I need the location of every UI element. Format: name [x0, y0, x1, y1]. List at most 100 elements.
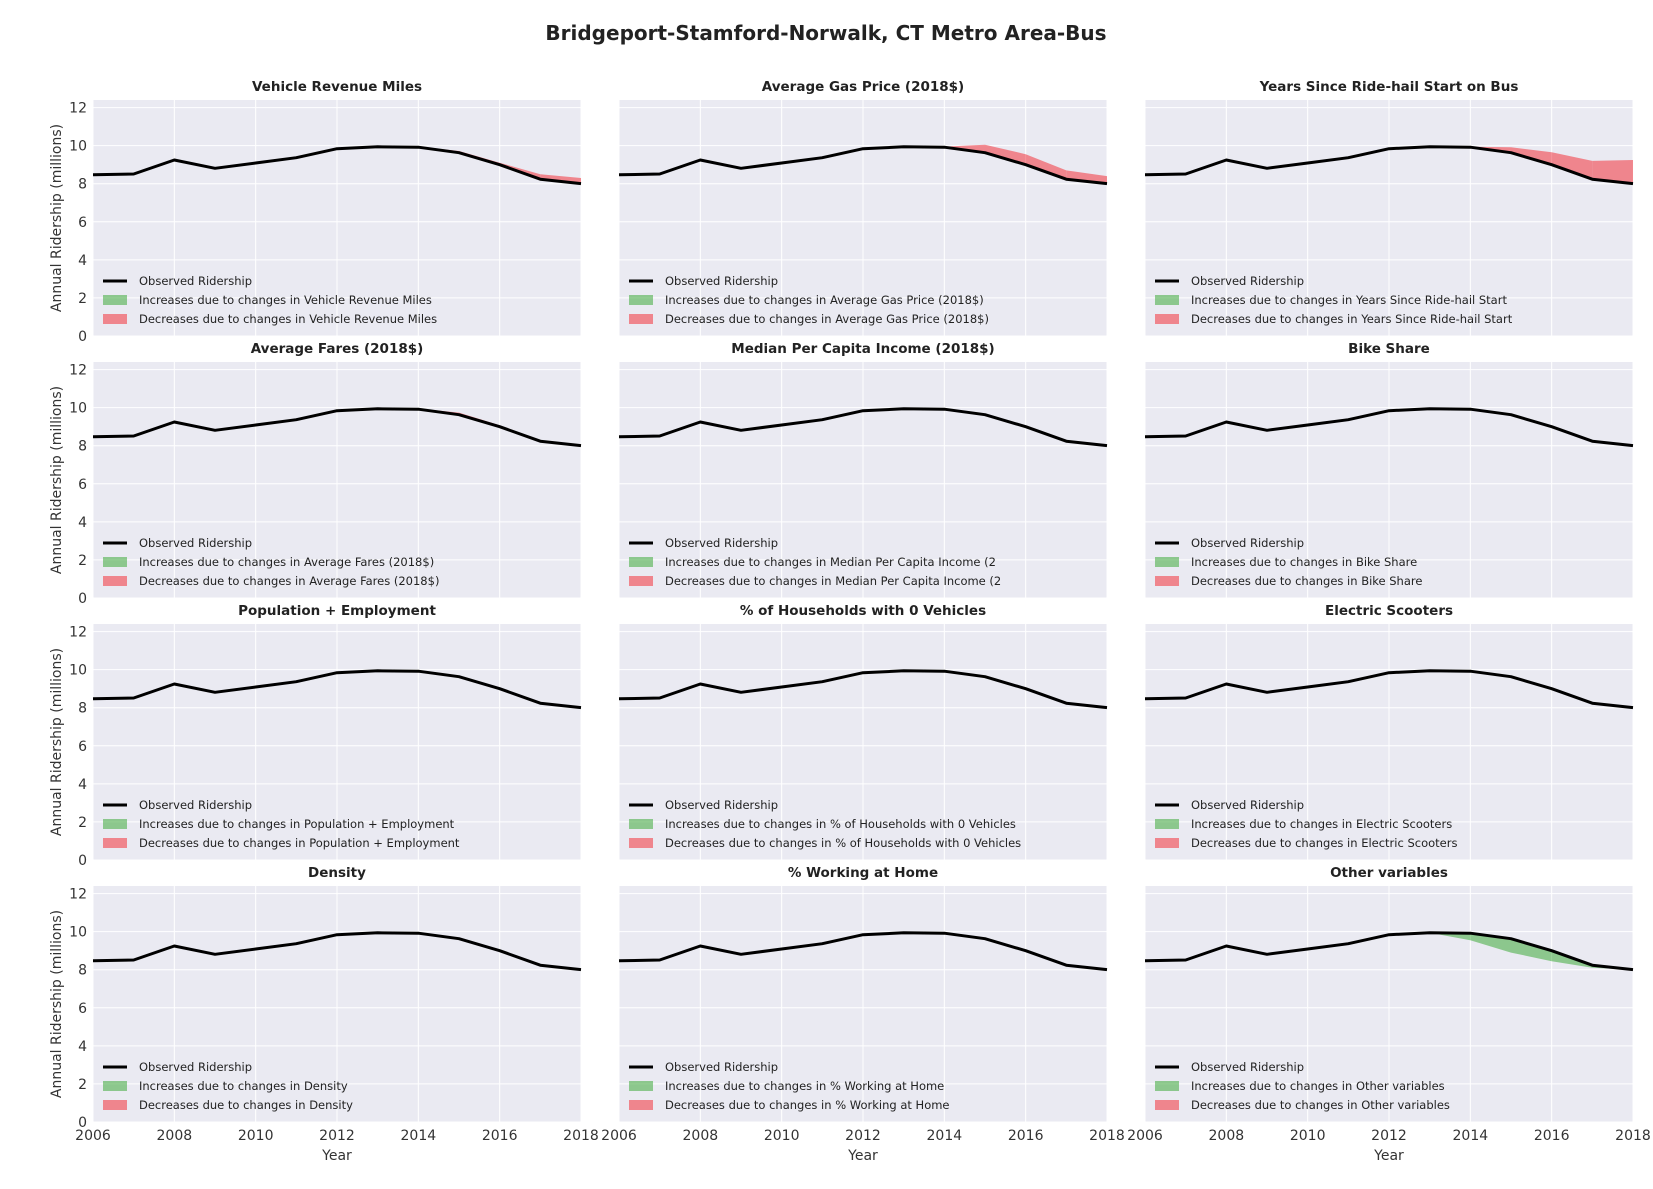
legend-increase-swatch [629, 295, 653, 305]
y-tick-label: 2 [78, 815, 87, 831]
legend-entry: Decreases due to changes in Density [139, 1098, 353, 1112]
panel-12: Other variables 2006 2008 2010 2012 2014 2016 2… [1127, 865, 1651, 1164]
legend-increase-swatch [1155, 295, 1179, 305]
panel-title: Years Since Ride-hail Start on Bus [1259, 79, 1519, 95]
panel-11: % Working at Home 2006 2008 2010 2012 2014 201… [601, 865, 1125, 1164]
panel-3: Years Since Ride-hail Start on Bus Observ… [1144, 79, 1634, 337]
legend-entry: Observed Ridership [665, 274, 778, 288]
observed-ridership-line [618, 145, 1108, 186]
legend-entry: Observed Ridership [1191, 798, 1304, 812]
legend-entry: Decreases due to changes in Median Per C… [665, 574, 1001, 588]
observed-ridership-line [1144, 145, 1634, 186]
legend-decrease-swatch [1155, 1100, 1179, 1110]
y-tick-label: 12 [69, 887, 87, 903]
panel-6: Bike Share Observed Ridership Increases du… [1144, 341, 1634, 599]
y-tick-label: 6 [78, 215, 87, 231]
y-tick-label: 0 [78, 329, 87, 345]
decrease-area [1592, 160, 1633, 184]
x-tick-label: 2010 [764, 1128, 800, 1144]
y-tick-label: 12 [69, 625, 87, 641]
x-tick-label: 2018 [1615, 1128, 1651, 1144]
legend-increase-swatch [1155, 1081, 1179, 1091]
observed-ridership-line [1144, 931, 1634, 972]
panel-title: Average Gas Price (2018$) [762, 79, 964, 95]
panel-title: Density [308, 865, 366, 881]
x-axis-label: Year [1373, 1148, 1404, 1164]
panel-2: Average Gas Price (2018$) Observed Riders… [618, 79, 1108, 337]
legend-decrease-swatch [103, 838, 127, 848]
legend-entry: Observed Ridership [139, 536, 252, 550]
x-tick-label: 2008 [1209, 1128, 1245, 1144]
legend-increase-swatch [629, 1081, 653, 1091]
y-tick-label: 8 [78, 963, 87, 979]
legend-entry: Increases due to changes in Years Since … [1191, 293, 1507, 307]
figure-title: Bridgeport-Stamford-Norwalk, CT Metro Ar… [545, 21, 1106, 45]
legend-entry: Increases due to changes in Electric Sco… [1191, 817, 1452, 831]
legend-decrease-swatch [103, 576, 127, 586]
legend-entry: Increases due to changes in Vehicle Reve… [139, 293, 432, 307]
panel-title: % Working at Home [788, 865, 938, 881]
legend-entry: Observed Ridership [1191, 536, 1304, 550]
panel-title: Average Fares (2018$) [251, 341, 424, 357]
y-tick-label: 10 [69, 401, 87, 417]
panel-title: Bike Share [1348, 341, 1430, 357]
legend-decrease-swatch [1155, 576, 1179, 586]
y-tick-label: 4 [78, 515, 87, 531]
x-tick-label: 2012 [1371, 1128, 1407, 1144]
observed-ridership-line [92, 145, 582, 186]
legend-entry: Observed Ridership [139, 1060, 252, 1074]
x-axis-label: Year [321, 1148, 352, 1164]
y-axis-label: Annual Ridership (millions) [49, 648, 65, 836]
legend-entry: Increases due to changes in % of Househo… [665, 817, 1016, 831]
observed-ridership-line [1144, 407, 1634, 448]
y-tick-label: 2 [78, 291, 87, 307]
legend-decrease-swatch [103, 1100, 127, 1110]
legend-entry: Decreases due to changes in Vehicle Reve… [139, 312, 437, 326]
observed-ridership-line [618, 669, 1108, 710]
y-axis-label: Annual Ridership (millions) [49, 386, 65, 574]
y-tick-label: 4 [78, 1039, 87, 1055]
legend-entry: Observed Ridership [1191, 274, 1304, 288]
legend-entry: Observed Ridership [665, 1060, 778, 1074]
x-tick-label: 2016 [482, 1128, 518, 1144]
y-tick-label: 0 [78, 591, 87, 607]
x-tick-label: 2010 [238, 1128, 274, 1144]
legend-decrease-swatch [1155, 314, 1179, 324]
legend-increase-swatch [103, 819, 127, 829]
legend-increase-swatch [629, 819, 653, 829]
legend-entry: Decreases due to changes in Bike Share [1191, 574, 1422, 588]
legend-decrease-swatch [103, 314, 127, 324]
x-tick-label: 2008 [157, 1128, 193, 1144]
legend-decrease-swatch [1155, 838, 1179, 848]
y-tick-label: 0 [78, 1115, 87, 1131]
legend-entry: Decreases due to changes in Average Fare… [139, 574, 439, 588]
y-tick-label: 2 [78, 553, 87, 569]
decrease-area [1025, 154, 1067, 180]
x-tick-label: 2008 [683, 1128, 719, 1144]
legend-entry: Observed Ridership [139, 274, 252, 288]
observed-ridership-line [1144, 669, 1634, 710]
y-tick-label: 4 [78, 253, 87, 269]
legend-decrease-swatch [629, 838, 653, 848]
legend-decrease-swatch [629, 576, 653, 586]
x-tick-label: 2014 [927, 1128, 963, 1144]
panel-title: Vehicle Revenue Miles [252, 79, 422, 95]
x-axis-label: Year [847, 1148, 878, 1164]
panel-title: Population + Employment [238, 603, 436, 619]
legend-entry: Increases due to changes in % Working at… [665, 1079, 944, 1093]
panel-title: % of Households with 0 Vehicles [740, 603, 986, 619]
legend-increase-swatch [103, 295, 127, 305]
legend-entry: Decreases due to changes in Population +… [139, 836, 460, 850]
legend-entry: Increases due to changes in Other variab… [1191, 1079, 1445, 1093]
y-tick-label: 6 [78, 1001, 87, 1017]
legend-entry: Increases due to changes in Average Gas … [665, 293, 984, 307]
observed-ridership-line [618, 931, 1108, 972]
legend-entry: Increases due to changes in Density [139, 1079, 348, 1093]
y-tick-label: 0 [78, 853, 87, 869]
y-tick-label: 10 [69, 139, 87, 155]
x-tick-label: 2016 [1008, 1128, 1044, 1144]
increase-area [1429, 932, 1471, 941]
legend-increase-swatch [1155, 819, 1179, 829]
x-tick-label: 2018 [1089, 1128, 1125, 1144]
panel-title: Electric Scooters [1325, 603, 1453, 619]
